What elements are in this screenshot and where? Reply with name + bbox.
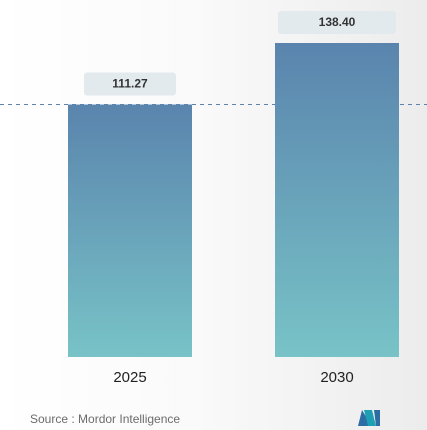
bar	[68, 104, 192, 357]
value-label: 111.27	[112, 77, 148, 91]
bar	[275, 43, 399, 357]
plot: 111.27 2025 138.40 2030	[0, 11, 427, 386]
value-label-box	[84, 72, 176, 96]
x-tick-label: 2030	[320, 369, 353, 386]
value-label: 138.40	[319, 15, 356, 29]
logo	[358, 410, 380, 426]
x-tick-label: 2025	[113, 369, 146, 386]
value-label-box	[278, 11, 396, 34]
source: Source : Mordor Intelligence	[30, 412, 180, 426]
